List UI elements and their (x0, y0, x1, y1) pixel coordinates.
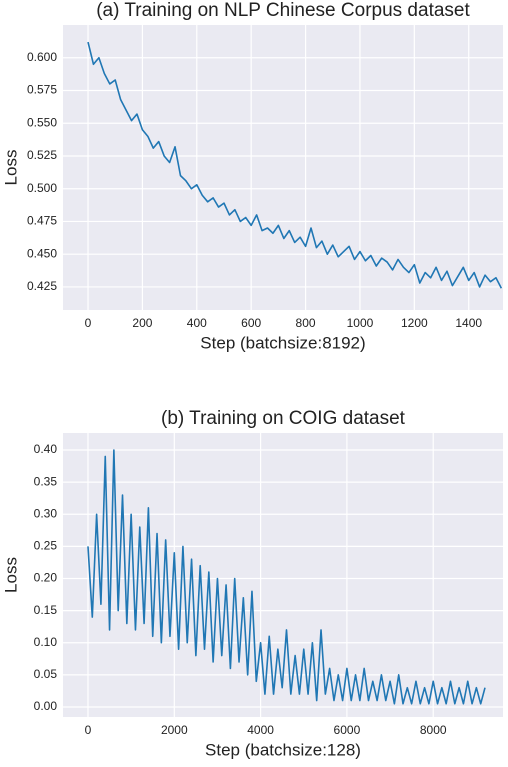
loss-line (87, 449, 486, 705)
x-tick-label: 400 (187, 316, 207, 330)
chart-title: (b) Training on COIG dataset (161, 408, 406, 429)
x-tick-label: 6000 (334, 723, 361, 737)
chart-title: (a) Training on NLP Chinese Corpus datas… (96, 0, 470, 21)
x-axis-label: Step (batchsize:8192) (200, 333, 365, 352)
x-tick-label: 2000 (161, 723, 188, 737)
y-tick-label: 0.450 (27, 246, 57, 260)
x-axis-label: Step (batchsize:128) (205, 740, 361, 759)
x-tick-label: 1200 (401, 316, 428, 330)
y-tick-label: 0.00 (34, 699, 58, 713)
y-tick-label: 0.30 (34, 506, 58, 520)
chart: 0 200 400 600 800 1000 1200 1400 0.425 0.450 0.475… (1, 0, 503, 352)
y-tick-label: 0.600 (27, 50, 57, 64)
y-tick-label: 0.550 (27, 115, 57, 129)
y-tick-label: 0.15 (34, 603, 58, 617)
y-tick-label: 0.500 (27, 181, 57, 195)
chart: 0 2000 4000 6000 8000 0.00 0.05 0.10 0.15 0.20 0.2… (1, 408, 503, 759)
y-tick-label: 0.10 (34, 635, 58, 649)
x-tick-label: 800 (296, 316, 316, 330)
y-tick-label: 0.20 (34, 571, 58, 585)
x-tick-label: 0 (85, 723, 92, 737)
y-tick-label: 0.05 (34, 667, 58, 681)
y-tick-label: 0.25 (34, 539, 58, 553)
y-tick-label: 0.575 (27, 83, 57, 97)
loss-line (87, 41, 503, 289)
y-tick-label: 0.425 (27, 279, 57, 293)
x-tick-label: 4000 (247, 723, 274, 737)
y-tick-label: 0.40 (34, 442, 58, 456)
y-tick-label: 0.525 (27, 148, 57, 162)
plot-background (63, 25, 503, 310)
y-tick-label: 0.35 (34, 474, 58, 488)
x-tick-label: 8000 (420, 723, 447, 737)
y-axis-label: Loss (1, 150, 20, 186)
x-tick-label: 600 (241, 316, 261, 330)
x-tick-label: 1000 (347, 316, 374, 330)
x-tick-label: 200 (132, 316, 152, 330)
y-tick-label: 0.475 (27, 214, 57, 228)
y-axis-label: Loss (1, 557, 20, 593)
x-tick-label: 0 (85, 316, 92, 330)
x-tick-label: 1400 (455, 316, 482, 330)
